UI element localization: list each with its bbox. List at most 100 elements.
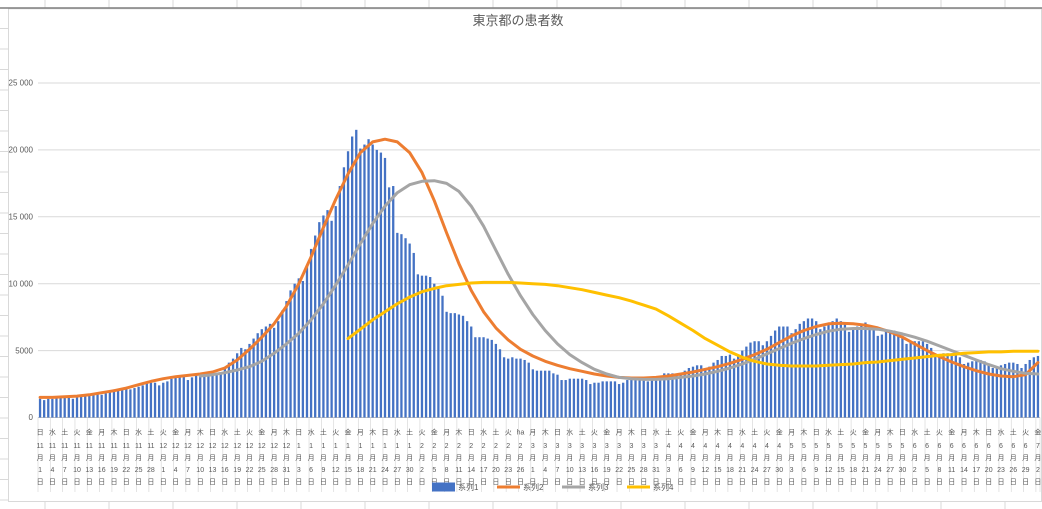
- x-axis-label: 月: [603, 454, 610, 462]
- x-axis-label: 11: [948, 467, 955, 474]
- x-axis-label: 木: [800, 428, 807, 437]
- x-axis-label: 25: [135, 467, 143, 474]
- x-axis-label: 木: [628, 428, 635, 437]
- x-axis-label: 日: [111, 478, 118, 486]
- legend[interactable]: 系列1 系列2 系列3 系列4: [432, 482, 674, 492]
- x-axis-label: 日: [455, 478, 462, 486]
- x-axis-label: 日: [295, 478, 302, 486]
- x-axis-label: 木: [283, 428, 290, 437]
- chart-frame[interactable]: [8, 8, 1042, 503]
- x-axis-label: 月: [862, 454, 869, 462]
- x-axis-label: 火: [505, 429, 512, 437]
- x-axis-label: 日: [911, 478, 918, 486]
- x-axis-label: 4: [728, 443, 732, 450]
- bar: [63, 396, 66, 418]
- bar: [207, 372, 210, 418]
- x-axis-label: 月: [308, 454, 315, 462]
- x-axis-label: 日: [899, 429, 906, 437]
- x-axis-label: 1: [346, 443, 350, 450]
- legend-item[interactable]: 系列1: [432, 482, 479, 492]
- x-axis-label: 22: [246, 467, 254, 474]
- bar: [342, 167, 346, 418]
- x-axis-label: 28: [640, 467, 648, 474]
- bar: [650, 380, 654, 418]
- x-axis-label: 18: [726, 467, 734, 474]
- bar: [215, 374, 218, 418]
- x-axis-label: 月: [431, 454, 438, 462]
- line-series-2[interactable]: [38, 137, 1040, 399]
- x-axis-label: 日: [184, 478, 191, 486]
- x-axis-label: 20: [985, 467, 993, 474]
- bar: [67, 397, 70, 418]
- bar: [104, 393, 107, 418]
- x-axis-label: 月: [813, 454, 820, 462]
- x-axis-label: 30: [775, 467, 783, 474]
- x-axis-label: 日: [579, 478, 586, 486]
- bar: [223, 367, 226, 418]
- x-axis-label: 月: [751, 454, 758, 462]
- line-series-3[interactable]: [198, 179, 1040, 381]
- x-axis-label: 土: [234, 428, 241, 437]
- x-axis-label: 21: [369, 467, 377, 474]
- x-axis-label: 12: [270, 443, 278, 450]
- x-axis-label: 23: [997, 467, 1005, 474]
- legend-item[interactable]: 系列3: [562, 482, 609, 492]
- x-axis-label: 月: [382, 454, 389, 462]
- x-axis-label: 土: [492, 428, 499, 437]
- x-axis-label: 土: [320, 428, 327, 437]
- x-axis-separators: [37, 417, 1041, 492]
- bar: [420, 275, 424, 418]
- x-axis-label: 日: [505, 478, 512, 486]
- x-axis-label: 24: [874, 467, 882, 474]
- bar: [925, 343, 929, 418]
- bar: [1012, 362, 1015, 418]
- x-axis-label: 月: [295, 454, 302, 462]
- x-axis-label: 28: [270, 467, 278, 474]
- x-axis-label: 月: [936, 454, 943, 462]
- legend-item[interactable]: 系列2: [497, 482, 544, 492]
- x-axis-label: 日: [727, 478, 734, 486]
- x-axis-label: 27: [886, 467, 894, 474]
- bar: [465, 321, 469, 418]
- x-axis-label: 日: [948, 478, 955, 486]
- x-axis-label: 日: [345, 478, 352, 486]
- x-axis-label: 日: [862, 478, 869, 486]
- x-axis-label: 月: [517, 454, 524, 462]
- x-axis-label: 日: [751, 478, 758, 486]
- bar: [983, 361, 986, 418]
- x-axis-label: 月: [357, 454, 364, 462]
- x-axis-label: 日: [813, 478, 820, 486]
- x-axis-label: 月: [74, 454, 81, 462]
- bar: [486, 338, 489, 418]
- x-axis-label: 日: [542, 478, 549, 486]
- bar: [589, 384, 592, 418]
- bar: [326, 210, 329, 418]
- y-tick-label: 10 000: [9, 279, 34, 288]
- x-axis-label: 3: [297, 467, 301, 474]
- series1-bars[interactable]: [38, 129, 1040, 418]
- x-axis-label: 日: [172, 478, 179, 486]
- bar: [761, 345, 764, 418]
- bar: [544, 370, 547, 418]
- legend-item[interactable]: 系列4: [627, 482, 674, 492]
- x-axis-label: 12: [221, 443, 229, 450]
- bar: [137, 386, 140, 418]
- x-axis-label: 木: [369, 428, 376, 437]
- legend-label: 系列1: [458, 482, 479, 492]
- bar: [133, 388, 136, 418]
- bar: [679, 374, 682, 418]
- x-axis-label: 金: [862, 428, 869, 437]
- x-axis-label: 土: [147, 428, 154, 437]
- line-series-4[interactable]: [346, 280, 1040, 368]
- bar: [367, 139, 370, 418]
- x-axis-label: 1: [297, 443, 301, 450]
- bar: [412, 252, 415, 418]
- bar: [572, 378, 576, 418]
- x-axis-label: 月: [924, 454, 931, 462]
- x-axis-label: 水: [221, 428, 228, 437]
- bar: [1024, 363, 1027, 418]
- x-axis-label: 日: [727, 429, 734, 437]
- x-axis-label: 12: [258, 443, 266, 450]
- x-axis-label: 3: [531, 443, 535, 450]
